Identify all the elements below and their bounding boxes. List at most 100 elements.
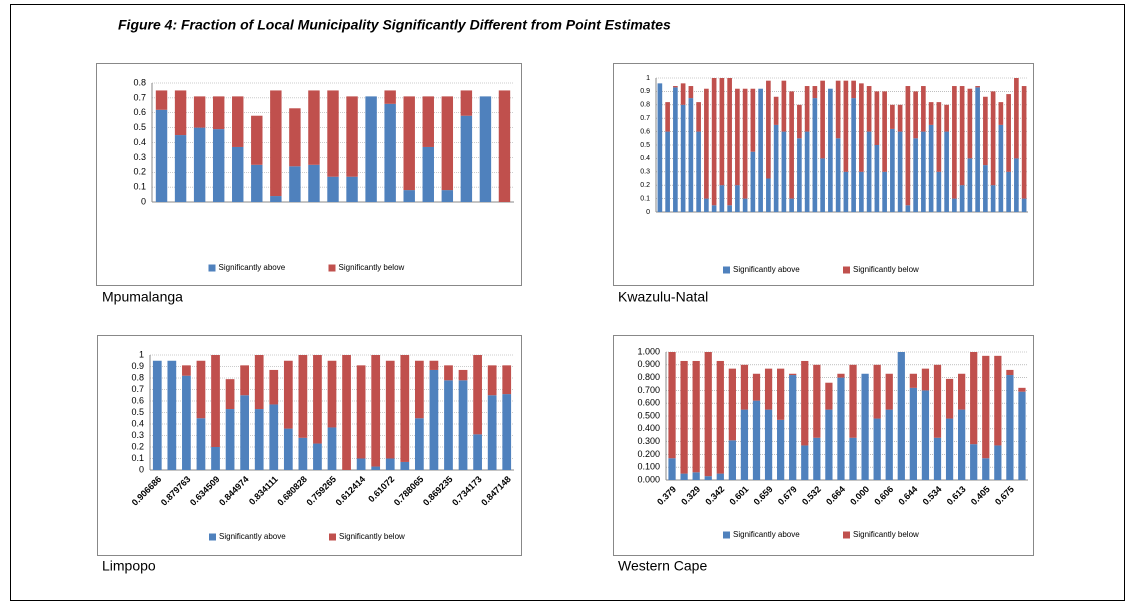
- bar-segment: [764, 409, 773, 480]
- bar-segment: [1018, 387, 1026, 392]
- bar-segment: [225, 379, 235, 410]
- bar-segment: [371, 355, 381, 467]
- bar-segment: [704, 88, 709, 199]
- bar-segment: [1021, 198, 1027, 212]
- y-tick-label: 0: [141, 196, 146, 206]
- bar-segment: [975, 86, 980, 88]
- bar-segment: [859, 83, 864, 172]
- y-tick-label: 0.9: [131, 361, 144, 371]
- bar-segment: [385, 360, 395, 459]
- bar-segment: [385, 458, 395, 470]
- bar-segment: [716, 473, 724, 480]
- bar-segment: [975, 87, 980, 212]
- bar-segment: [1006, 369, 1014, 376]
- y-tick-label: 0.7: [640, 115, 650, 122]
- legend-label: Significantly below: [339, 532, 405, 541]
- bar-segment: [825, 409, 833, 480]
- bar-segment: [403, 96, 415, 191]
- bar-segment: [866, 131, 872, 212]
- y-tick-label: 0.9: [640, 88, 650, 95]
- legend-swatch: [328, 264, 336, 272]
- bar-segment: [196, 360, 206, 419]
- y-tick-label: 0.6: [131, 395, 144, 405]
- bar-segment: [444, 380, 453, 470]
- bar-segment: [673, 87, 678, 212]
- bar-segment: [735, 88, 740, 186]
- bar-segment: [849, 364, 857, 438]
- bar-segment: [313, 443, 322, 470]
- bar-segment: [921, 390, 930, 480]
- bar-segment: [356, 365, 366, 459]
- legend-swatch: [208, 264, 216, 272]
- bar-segment: [240, 365, 250, 396]
- bar-segment: [921, 131, 926, 212]
- bar-segment: [211, 447, 220, 470]
- bar-segment: [804, 131, 810, 212]
- bar-segment: [944, 104, 949, 132]
- bar-segment: [727, 78, 732, 206]
- y-tick-label: 0.1: [133, 182, 146, 192]
- bar-segment: [813, 364, 821, 438]
- bar-segment: [400, 461, 410, 470]
- bar-segment: [429, 369, 439, 470]
- bar-segment: [327, 176, 339, 202]
- bar-segment: [152, 360, 162, 470]
- bar-segment: [952, 86, 957, 199]
- bar-segment: [414, 360, 424, 419]
- bar-segment: [327, 90, 339, 177]
- bar-segment: [970, 352, 978, 445]
- bar-segment: [182, 365, 191, 376]
- bar-segment: [155, 90, 168, 110]
- bar-segment: [668, 458, 676, 480]
- bar-segment: [688, 86, 694, 99]
- bar-segment: [789, 198, 794, 212]
- bar-segment: [704, 476, 712, 480]
- bar-segment: [905, 205, 911, 212]
- y-tick-label: 0.200: [637, 449, 660, 459]
- bar-segment: [422, 96, 434, 147]
- bar-segment: [225, 409, 235, 470]
- bar-segment: [828, 88, 833, 212]
- y-tick-label: 0.5: [133, 122, 146, 132]
- y-tick-label: 0.3: [131, 430, 144, 440]
- y-tick-label: 0.2: [133, 167, 146, 177]
- y-tick-label: 0.300: [637, 436, 660, 446]
- bar-segment: [967, 88, 973, 159]
- bar-segment: [155, 109, 168, 202]
- bar-segment: [283, 360, 293, 429]
- bar-segment: [384, 90, 396, 104]
- bar-segment: [990, 185, 996, 212]
- bar-segment: [773, 124, 779, 212]
- bar-segment: [777, 419, 785, 480]
- bar-segment: [673, 86, 678, 88]
- chart-caption: Kwazulu-Natal: [618, 289, 708, 305]
- chart-caption: Mpumalanga: [102, 289, 183, 305]
- bar-segment: [232, 146, 244, 202]
- legend-swatch: [723, 531, 730, 539]
- bar-segment: [944, 131, 949, 212]
- bar-segment: [849, 437, 857, 480]
- bar-segment: [298, 355, 308, 438]
- bar-segment: [196, 418, 206, 470]
- bar-segment: [365, 96, 377, 202]
- bar-segment: [983, 96, 988, 166]
- bar-segment: [752, 400, 761, 480]
- legend-swatch: [843, 531, 850, 539]
- bar-segment: [716, 360, 724, 474]
- bar-segment: [851, 80, 856, 99]
- bar-segment: [473, 434, 482, 470]
- chart-caption: Limpopo: [102, 558, 156, 574]
- bar-segment: [665, 131, 670, 212]
- legend-swatch: [329, 533, 336, 541]
- bar-segment: [212, 96, 225, 130]
- bar-segment: [1006, 94, 1011, 172]
- bar-segment: [835, 80, 841, 139]
- bar-segment: [704, 198, 709, 212]
- bar-segment: [502, 394, 512, 470]
- bar-segment: [327, 427, 337, 470]
- bar-segment: [174, 90, 187, 136]
- bar-segment: [885, 373, 893, 410]
- legend-swatch: [843, 266, 850, 274]
- y-tick-label: 0.6: [640, 128, 650, 135]
- y-tick-label: 0.000: [637, 474, 660, 484]
